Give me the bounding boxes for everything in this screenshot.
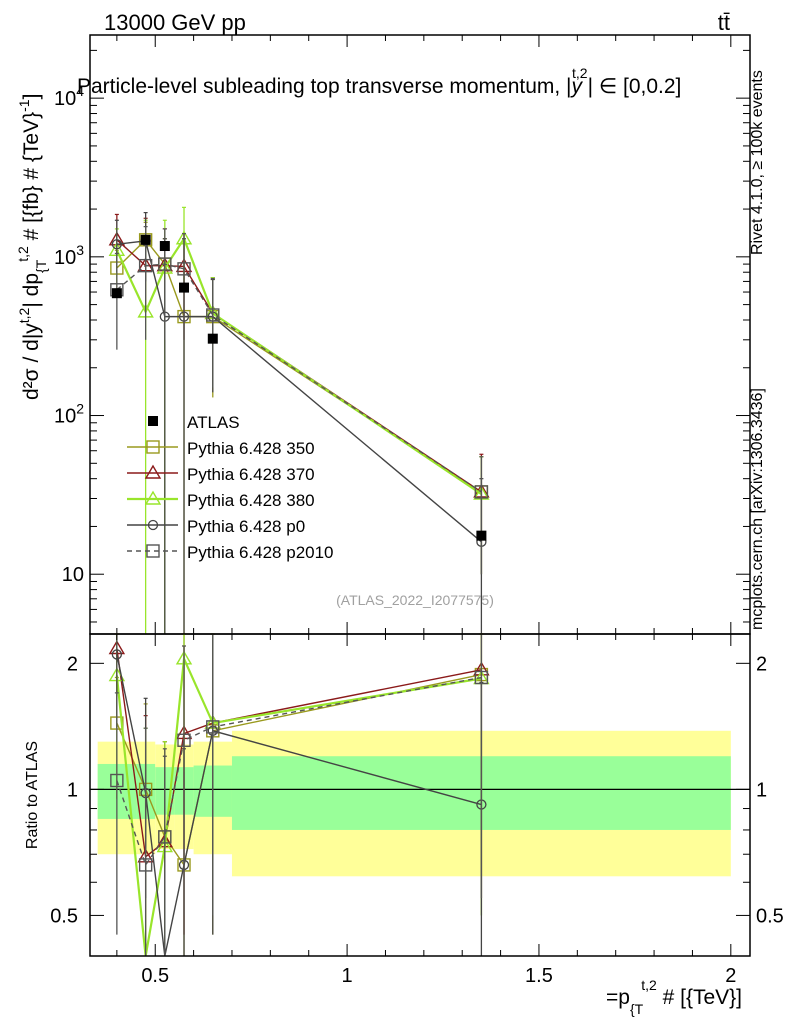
atlas-point [159,241,170,252]
atlas-point [111,288,122,299]
x-tick-label: 0.5 [141,965,169,987]
ratio-point [474,670,489,685]
legend-marker [144,490,162,505]
data-point [138,258,153,273]
legend-label: Pythia 6.428 370 [187,465,315,484]
atlas-point [179,282,190,293]
series-0 [110,221,489,634]
legend: ATLAS Pythia 6.428 350 Pythia 6.428 370 Pyt… [127,413,334,562]
ratio-line [116,676,482,867]
legend-marker [148,416,158,426]
ratio-tick-label-right: 0.5 [756,905,784,927]
series-line [115,236,483,495]
data-point [111,239,123,250]
ratio-tick-label-right: 1 [756,779,767,801]
ratio-point [110,773,124,788]
ratio-tick-label: 1 [67,779,78,801]
legend-label: Pythia 6.428 p2010 [187,543,334,562]
y-tick-label: 10 [62,564,84,586]
atlas-point [207,333,218,344]
ratio-point [177,733,191,747]
series-4 [110,226,489,575]
ratio-point [138,858,153,872]
ratio-point [111,649,123,660]
legend-marker [147,519,159,531]
rivet-label: Rivet 4.1.0, ≥ 100k events [749,70,766,255]
y-tick-label: 103 [54,242,84,269]
y-axis-label: d²σ / d|yt,2| dp{Tt,2 # [{fb} # {TeV}-1] [15,94,49,400]
ratio-line [116,673,482,867]
ratio-series-4 [110,633,489,956]
legend-label: Pythia 6.428 p0 [187,517,305,536]
data-point [158,257,172,271]
data-point [474,485,489,499]
main-panel: 10 102 103 104 Particle-level subleading to… [15,34,751,635]
legend-label: Pythia 6.428 350 [187,439,315,458]
x-axis-label: =p{Tt,2 # [{TeV}] [606,977,742,1017]
ratio-y-axis-label: Ratio to ATLAS [24,741,41,849]
atlas-series [111,234,487,541]
legend-marker [146,440,160,454]
ratio-point [206,720,220,734]
legend-label: ATLAS [187,413,240,432]
ratio-line [115,654,482,957]
ratio-frame [89,633,751,957]
y-tick-label: 104 [54,83,84,110]
ratio-tick-label: 0.5 [50,905,78,927]
y-tick-label: 102 [54,401,84,428]
legend-label: Pythia 6.428 380 [187,491,315,510]
legend-marker [146,544,160,558]
series-line [116,263,482,493]
mcplots-label: mcplots.cern.ch [arXiv:1306.3436] [749,388,766,630]
ratio-panel: 0.5 1 1.5 2 0.5 0.5 1 1 2 2 Ratio to ATLAS [24,633,784,987]
legend-marker [144,464,162,479]
x-tick-label: 1.5 [525,965,553,987]
data-point [177,262,191,276]
process-label: tt̄ [718,10,730,35]
ratio-point [158,830,172,844]
atlas-point [476,530,487,541]
ratio-line [116,654,482,957]
series-2 [108,206,490,634]
x-tick-label: 1 [342,965,353,987]
analysis-id-label: (ATLAS_2022_I2077575) [336,592,494,608]
energy-label: 13000 GeV pp [104,10,246,35]
atlas-point [140,234,151,245]
ratio-tick-label: 2 [67,653,78,675]
chart-title: Particle-level subleading top transverse… [77,65,681,98]
x-tick-label: 2 [725,965,736,987]
ratio-tick-label-right: 2 [756,653,767,675]
data-point [206,308,220,322]
